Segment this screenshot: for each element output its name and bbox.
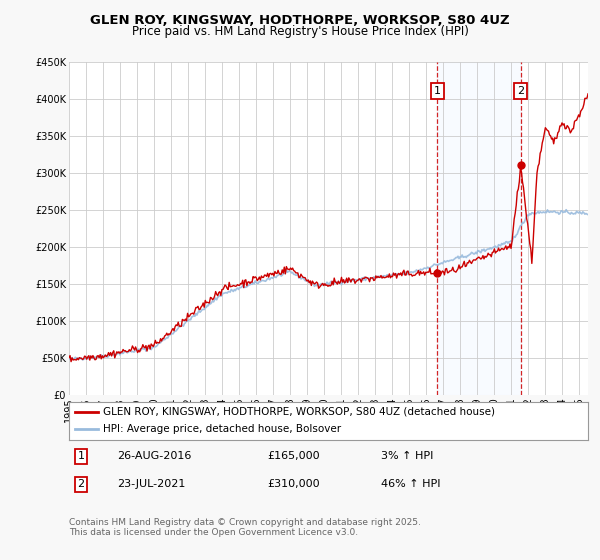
Text: 23-JUL-2021: 23-JUL-2021 — [117, 479, 185, 489]
Text: 46% ↑ HPI: 46% ↑ HPI — [381, 479, 440, 489]
Text: HPI: Average price, detached house, Bolsover: HPI: Average price, detached house, Bols… — [103, 424, 341, 435]
Text: Contains HM Land Registry data © Crown copyright and database right 2025.
This d: Contains HM Land Registry data © Crown c… — [69, 518, 421, 538]
Text: 3% ↑ HPI: 3% ↑ HPI — [381, 451, 433, 461]
Text: £310,000: £310,000 — [267, 479, 320, 489]
Text: 1: 1 — [434, 86, 441, 96]
Bar — [437, 62, 521, 395]
Text: Price paid vs. HM Land Registry's House Price Index (HPI): Price paid vs. HM Land Registry's House … — [131, 25, 469, 38]
Text: 26-AUG-2016: 26-AUG-2016 — [117, 451, 191, 461]
Text: 2: 2 — [77, 479, 85, 489]
Text: GLEN ROY, KINGSWAY, HODTHORPE, WORKSOP, S80 4UZ: GLEN ROY, KINGSWAY, HODTHORPE, WORKSOP, … — [90, 14, 510, 27]
Text: 2: 2 — [517, 86, 524, 96]
Text: £165,000: £165,000 — [267, 451, 320, 461]
Text: 1: 1 — [77, 451, 85, 461]
Text: GLEN ROY, KINGSWAY, HODTHORPE, WORKSOP, S80 4UZ (detached house): GLEN ROY, KINGSWAY, HODTHORPE, WORKSOP, … — [103, 407, 495, 417]
